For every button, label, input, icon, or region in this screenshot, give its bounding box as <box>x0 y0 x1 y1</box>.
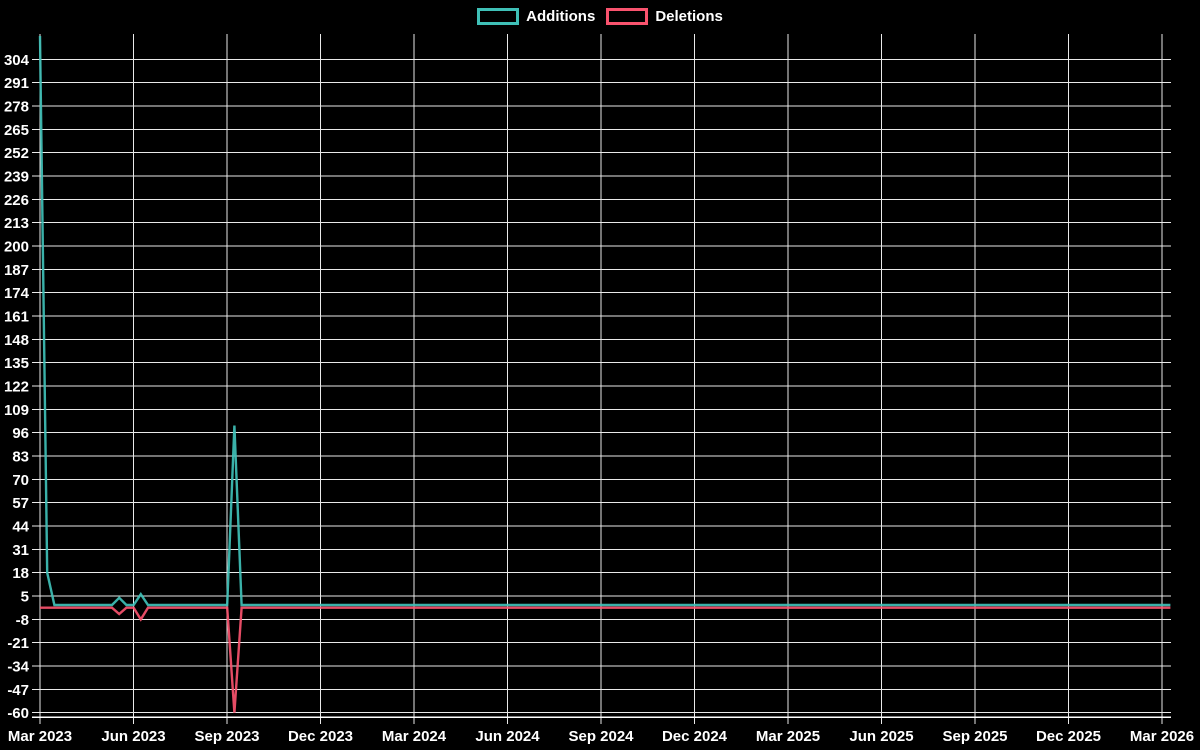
y-tick-label: -60 <box>7 705 29 722</box>
x-tick-label: Dec 2025 <box>1036 728 1101 745</box>
legend-label-deletions: Deletions <box>655 8 723 25</box>
y-tick-label: 31 <box>12 542 29 559</box>
x-tick-label: Jun 2023 <box>101 728 165 745</box>
legend-label-additions: Additions <box>526 8 596 25</box>
y-tick-label: 278 <box>4 98 29 115</box>
y-tick-label: 304 <box>4 52 30 69</box>
x-tick-label: Sep 2024 <box>568 728 634 745</box>
x-tick-label: Mar 2023 <box>8 728 72 745</box>
y-tick-label: 213 <box>4 215 29 232</box>
y-tick-label: 148 <box>4 332 29 349</box>
chart-legend: Additions Deletions <box>0 8 1200 25</box>
y-tick-label: 44 <box>12 519 29 536</box>
y-tick-label: 70 <box>12 472 29 489</box>
y-tick-label: 122 <box>4 379 29 396</box>
deletions-swatch-icon <box>606 8 649 25</box>
y-tick-label: 200 <box>4 239 29 256</box>
y-tick-label: 187 <box>4 262 29 279</box>
legend-item-deletions[interactable]: Deletions <box>606 8 723 25</box>
y-tick-label: 291 <box>4 75 29 92</box>
y-tick-label: -21 <box>7 635 29 652</box>
deletions-line <box>40 606 1171 713</box>
x-tick-label: Mar 2025 <box>756 728 820 745</box>
x-tick-label: Mar 2024 <box>382 728 447 745</box>
y-tick-label: 252 <box>4 145 29 162</box>
y-tick-label: 135 <box>4 355 29 372</box>
x-tick-label: Dec 2023 <box>288 728 353 745</box>
y-tick-label: 96 <box>12 425 29 442</box>
x-tick-label: Dec 2024 <box>662 728 728 745</box>
additions-swatch-icon <box>477 8 520 25</box>
y-tick-label: -34 <box>7 659 29 676</box>
y-tick-label: -47 <box>7 682 29 699</box>
additions-line <box>38 35 1171 607</box>
y-tick-label: 83 <box>12 449 29 466</box>
y-tick-label: 57 <box>12 495 29 512</box>
x-tick-label: Sep 2023 <box>194 728 259 745</box>
x-tick-label: Sep 2025 <box>942 728 1007 745</box>
y-tick-label: 239 <box>4 168 29 185</box>
x-tick-label: Jun 2024 <box>475 728 540 745</box>
y-tick-label: 109 <box>4 402 29 419</box>
x-tick-label: Jun 2025 <box>849 728 913 745</box>
y-tick-label: 265 <box>4 122 29 139</box>
y-tick-label: 5 <box>21 589 29 606</box>
y-tick-label: 174 <box>4 285 30 302</box>
y-tick-label: -8 <box>16 612 29 629</box>
y-tick-label: 18 <box>12 565 29 582</box>
legend-item-additions[interactable]: Additions <box>477 8 595 25</box>
y-tick-label: 226 <box>4 192 29 209</box>
x-tick-label: Mar 2026 <box>1130 728 1194 745</box>
y-tick-label: 161 <box>4 309 29 326</box>
